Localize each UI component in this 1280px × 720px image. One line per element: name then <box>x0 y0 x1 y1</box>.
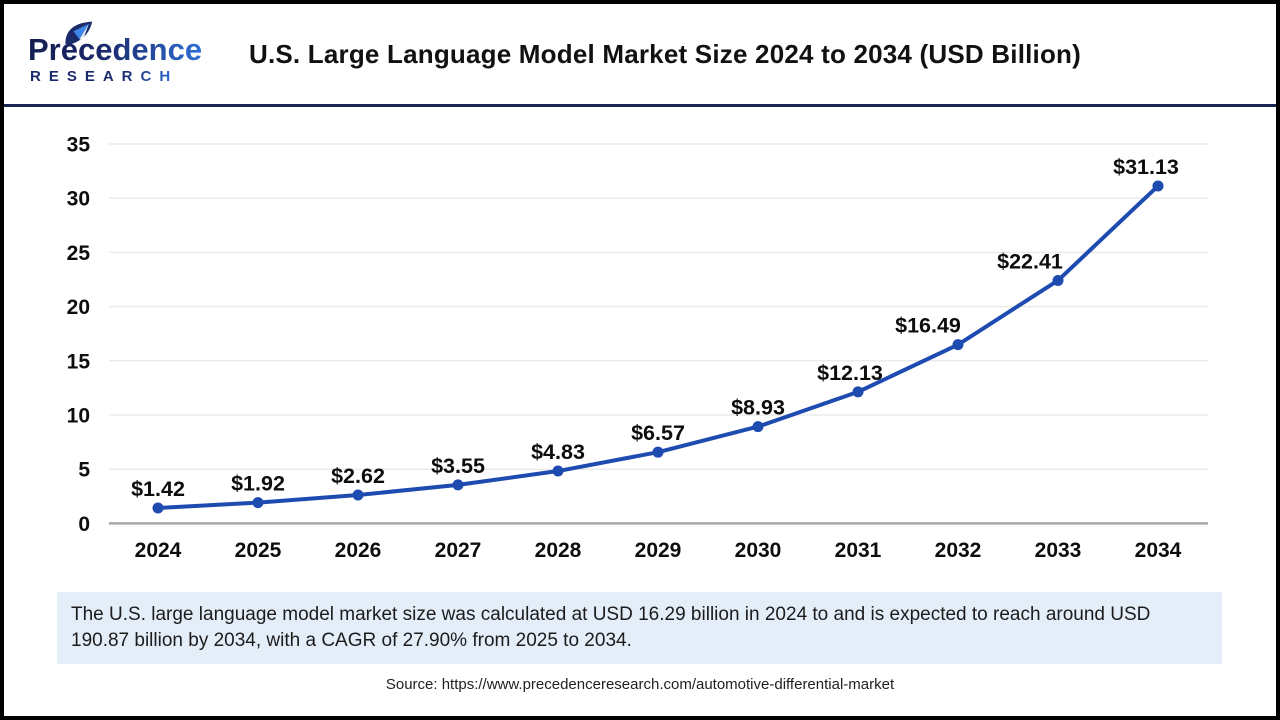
data-point-label: $4.83 <box>531 440 585 464</box>
x-tick-label: 2028 <box>535 539 582 562</box>
data-point-label: $1.92 <box>231 472 285 496</box>
x-tick-label: 2025 <box>235 539 282 562</box>
leaf-icon <box>65 21 93 45</box>
data-point-label: $22.41 <box>997 249 1063 273</box>
data-point-label: $3.55 <box>431 454 485 478</box>
x-tick-label: 2034 <box>1135 539 1182 562</box>
series-line <box>156 183 1160 511</box>
data-point-label: $8.93 <box>731 396 785 420</box>
y-tick-label: 15 <box>67 350 91 373</box>
y-tick-label: 0 <box>78 513 90 536</box>
data-point-label: $16.49 <box>895 314 961 338</box>
x-tick-label: 2030 <box>735 539 782 562</box>
data-point <box>352 489 364 501</box>
y-tick-label: 25 <box>67 242 91 265</box>
data-point <box>152 502 164 514</box>
header: Precedence RESEARCH U.S. Large Language … <box>4 4 1276 107</box>
x-tick-label: 2033 <box>1035 539 1082 562</box>
precedence-research-logo: Precedence RESEARCH <box>28 21 228 88</box>
summary-note: The U.S. large language model market siz… <box>57 592 1222 664</box>
data-point-label: $6.57 <box>631 421 685 445</box>
x-tick-label: 2027 <box>435 539 482 562</box>
data-point-label: $1.42 <box>131 477 185 501</box>
title-wrap: U.S. Large Language Model Market Size 20… <box>54 4 1276 104</box>
data-point <box>652 446 664 458</box>
data-point <box>1152 180 1164 192</box>
x-tick-label: 2031 <box>835 539 882 562</box>
data-point <box>852 386 864 398</box>
page-title: U.S. Large Language Model Market Size 20… <box>248 38 1081 69</box>
data-point <box>752 421 764 433</box>
data-point <box>552 465 564 477</box>
summary-note-text: The U.S. large language model market siz… <box>71 604 1151 651</box>
data-point <box>452 479 464 491</box>
y-tick-label: 20 <box>67 296 90 319</box>
source-line: Source: https://www.precedenceresearch.c… <box>385 676 895 693</box>
data-point-label: $12.13 <box>817 361 883 385</box>
x-tick-label: 2026 <box>335 539 382 562</box>
x-tick-label: 2032 <box>935 539 982 562</box>
y-tick-label: 35 <box>67 134 91 157</box>
data-point-label: $2.62 <box>331 464 385 488</box>
y-tick-label: 30 <box>67 188 90 211</box>
data-point <box>252 497 264 509</box>
data-point <box>952 339 964 351</box>
y-tick-label: 10 <box>67 405 90 428</box>
logo-brand-text: Precedence <box>28 32 203 67</box>
data-point-label: $31.13 <box>1113 155 1179 179</box>
y-tick-label: 5 <box>78 459 90 482</box>
data-point <box>1052 274 1064 286</box>
x-tick-label: 2024 <box>135 539 182 562</box>
x-tick-label: 2029 <box>635 539 682 562</box>
logo-sub-text: RESEARCH <box>30 68 179 85</box>
